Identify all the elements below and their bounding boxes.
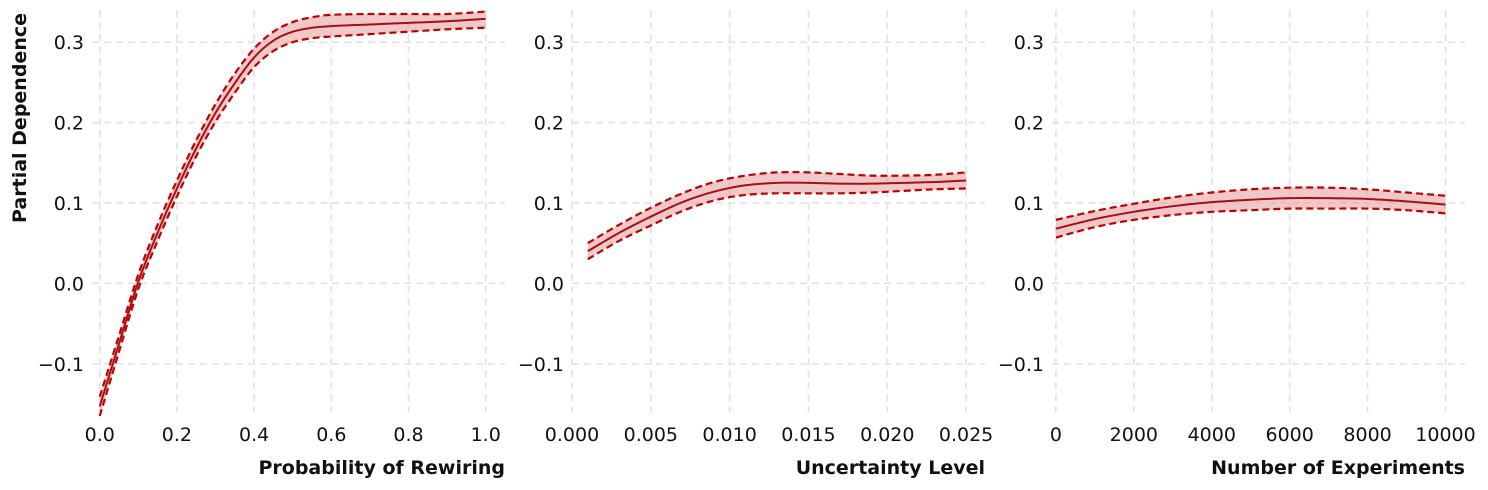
x-tick-label: 1.0 [471,424,501,446]
y-tick-label: 0.1 [1014,193,1044,215]
y-axis-title: Partial Dependence [9,13,31,223]
mean-line [98,17,486,407]
y-tick-label: 0.1 [54,193,84,215]
y-tick-label: 0.0 [534,273,564,295]
upper-bound-line [587,171,967,245]
x-tick-label: 0.015 [781,424,835,446]
confidence-band [587,172,967,260]
x-tick-label: 0.0 [85,424,115,446]
x-tick-label: 4000 [1188,424,1236,446]
chart-panel-1: 0.0 0.2 0.4 0.6 0.8 1.0 −0.1 0.0 0.1 0.2 0.3 Probab… [38,10,505,479]
x-tick-label: 10000 [1415,424,1475,446]
x-tick-label: 0.8 [393,424,423,446]
x-tick-label: 0 [1050,424,1062,446]
y-tick-label: 0.0 [54,273,84,295]
x-tick-label: 0.010 [702,424,756,446]
lower-bound-line [587,187,967,261]
x-tick-label: 0.6 [316,424,346,446]
x-tick-label: 8000 [1343,424,1391,446]
y-tick-label: −0.1 [518,354,564,376]
x-axis-title: Probability of Rewiring [258,457,505,479]
y-tick-label: 0.3 [1014,32,1044,54]
y-tick-label: −0.1 [38,354,84,376]
chart-panel-2: 0.000 0.005 0.010 0.015 0.020 0.025 −0.1 0.0 0.1… [518,10,993,479]
chart-panel-3: 0 2000 4000 6000 8000 10000 −0.1 0.0 0.1 0.2 0.3 Nu… [998,10,1476,479]
mean-line [1055,196,1446,230]
x-tick-label: 2000 [1110,424,1158,446]
mean-line [587,179,967,253]
upper-bound-line [98,10,486,398]
y-tick-label: 0.2 [54,113,84,135]
x-tick-label: 0.4 [239,424,269,446]
x-tick-label: 0.025 [939,424,993,446]
x-axis-title: Number of Experiments [1211,457,1465,479]
x-tick-label: 0.005 [624,424,678,446]
x-tick-label: 0.2 [162,424,192,446]
x-axis-title: Uncertainty Level [796,457,985,479]
y-tick-label: 0.2 [534,113,564,135]
y-tick-label: 0.1 [534,193,564,215]
lower-bound-line [98,26,486,417]
x-tick-label: 0.020 [860,424,914,446]
y-tick-label: 0.3 [54,32,84,54]
lower-bound-line [1055,207,1446,239]
confidence-band [99,11,486,417]
x-tick-label: 0.000 [545,424,599,446]
upper-bound-line [1055,186,1446,221]
y-tick-label: 0.2 [1014,113,1044,135]
x-tick-label: 6000 [1265,424,1313,446]
y-tick-label: −0.1 [998,354,1044,376]
confidence-band [1055,187,1446,238]
y-tick-label: 0.3 [534,32,564,54]
y-tick-label: 0.0 [1014,273,1044,295]
